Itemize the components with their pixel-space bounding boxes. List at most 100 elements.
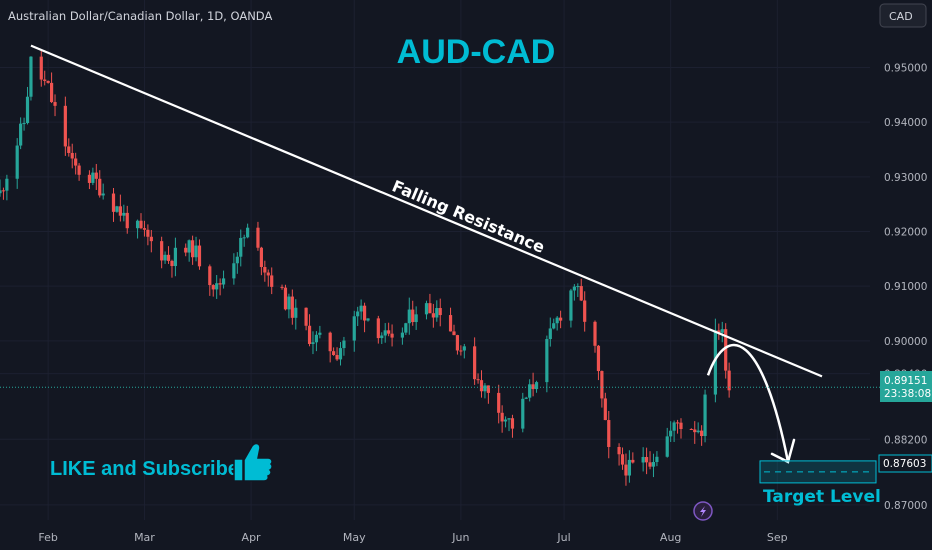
candle-down	[500, 412, 504, 422]
candle-up	[507, 418, 511, 420]
candle-down	[118, 206, 122, 216]
candle-down	[648, 462, 652, 467]
candle-down	[479, 380, 484, 392]
candle-down	[77, 165, 81, 175]
candle-down	[280, 286, 284, 288]
candle-up	[400, 332, 405, 338]
candle-up	[25, 96, 30, 124]
candle-down	[266, 272, 270, 276]
candle-down	[411, 309, 415, 323]
candle-up	[359, 305, 363, 312]
thumbs-up-icon	[233, 442, 273, 482]
candle-down	[596, 345, 601, 372]
candle-up	[627, 459, 631, 476]
candle-up	[651, 462, 656, 467]
target-level-label: Target Level	[763, 487, 881, 507]
lightning-icon[interactable]	[693, 501, 713, 521]
candle-up	[352, 316, 356, 341]
candle-up	[545, 339, 549, 383]
candle-up	[572, 286, 576, 291]
candle-up	[91, 172, 95, 183]
candle-up	[435, 308, 439, 318]
candle-up	[22, 123, 26, 125]
candle-down	[455, 335, 460, 351]
candle-up	[294, 307, 298, 318]
candle-up	[29, 56, 33, 97]
candle-down	[717, 330, 721, 333]
candle-up	[15, 145, 19, 179]
candle-down	[304, 307, 308, 326]
candle-down	[307, 325, 312, 344]
forecast-arrow	[706, 343, 790, 463]
candle-down	[335, 355, 339, 360]
candle-down	[486, 385, 490, 393]
currency-button-label[interactable]: CAD	[889, 10, 913, 23]
time-scale[interactable]: Feb Mar Apr May Jun Jul Aug Sep	[38, 531, 787, 544]
last-price-value: 0.89151	[884, 375, 927, 387]
candle-up	[720, 329, 724, 333]
candle-up	[424, 303, 429, 315]
candle-up	[713, 330, 717, 395]
candle-up	[187, 240, 191, 253]
candle-down	[146, 229, 150, 237]
candle-down	[256, 227, 260, 248]
candle-down	[727, 370, 731, 391]
last-price-badge: 0.89151 23:38:08	[880, 371, 932, 402]
candle-down	[390, 333, 394, 338]
candle-down	[142, 228, 147, 230]
time-tick-label: May	[343, 531, 366, 544]
candle-down	[67, 146, 71, 153]
candle-down	[689, 428, 693, 430]
candle-up	[524, 397, 528, 399]
candle-up	[703, 394, 707, 437]
currency-button[interactable]: CAD	[879, 3, 927, 28]
trendline-falling-resistance[interactable]	[30, 44, 823, 378]
candle-up	[503, 419, 508, 422]
candle-down	[620, 454, 625, 465]
candle-down	[624, 464, 628, 476]
candle-up	[462, 346, 466, 351]
candle-down	[160, 241, 164, 261]
candle-down	[531, 384, 535, 390]
candle-down	[607, 420, 611, 447]
candle-up	[173, 247, 178, 267]
candles	[0, 50, 731, 486]
target-price-badge: 0.87603	[878, 454, 932, 473]
candle-down	[438, 308, 442, 316]
candle-up	[655, 456, 659, 463]
candle-down	[617, 446, 621, 455]
candle-up	[407, 309, 411, 324]
candle-down	[497, 392, 501, 413]
candle-down	[197, 245, 202, 267]
chart-title: AUD-CAD	[397, 33, 556, 71]
candle-down	[49, 82, 54, 103]
currency-button-bg[interactable]	[879, 3, 927, 28]
candle-up	[528, 384, 532, 398]
candle-down	[70, 152, 74, 159]
candle-down	[328, 332, 332, 352]
candle-down	[208, 266, 212, 286]
candle-down	[724, 329, 728, 371]
candle-down	[170, 260, 174, 267]
candle-down	[459, 350, 463, 352]
time-tick-label: Jul	[556, 531, 570, 544]
candle-down	[376, 318, 380, 339]
candle-down	[644, 456, 649, 463]
candle-down	[559, 317, 563, 321]
forecast-arrow-head	[770, 438, 796, 464]
symbol-info: Australian Dollar/Canadian Dollar, 1D, O…	[8, 9, 272, 23]
candle-up	[318, 332, 322, 335]
candle-down	[583, 300, 587, 322]
candle-down	[675, 422, 680, 424]
grid	[0, 0, 870, 520]
candle-down	[510, 418, 515, 429]
countdown-timer: 23:38:08	[884, 388, 931, 400]
candle-down	[63, 105, 67, 147]
target-level-box[interactable]	[759, 460, 877, 484]
candle-down	[631, 459, 635, 463]
candle-up	[19, 123, 23, 146]
candle-down	[94, 172, 98, 179]
time-tick-label: Aug	[660, 531, 681, 544]
candle-up	[383, 330, 387, 336]
